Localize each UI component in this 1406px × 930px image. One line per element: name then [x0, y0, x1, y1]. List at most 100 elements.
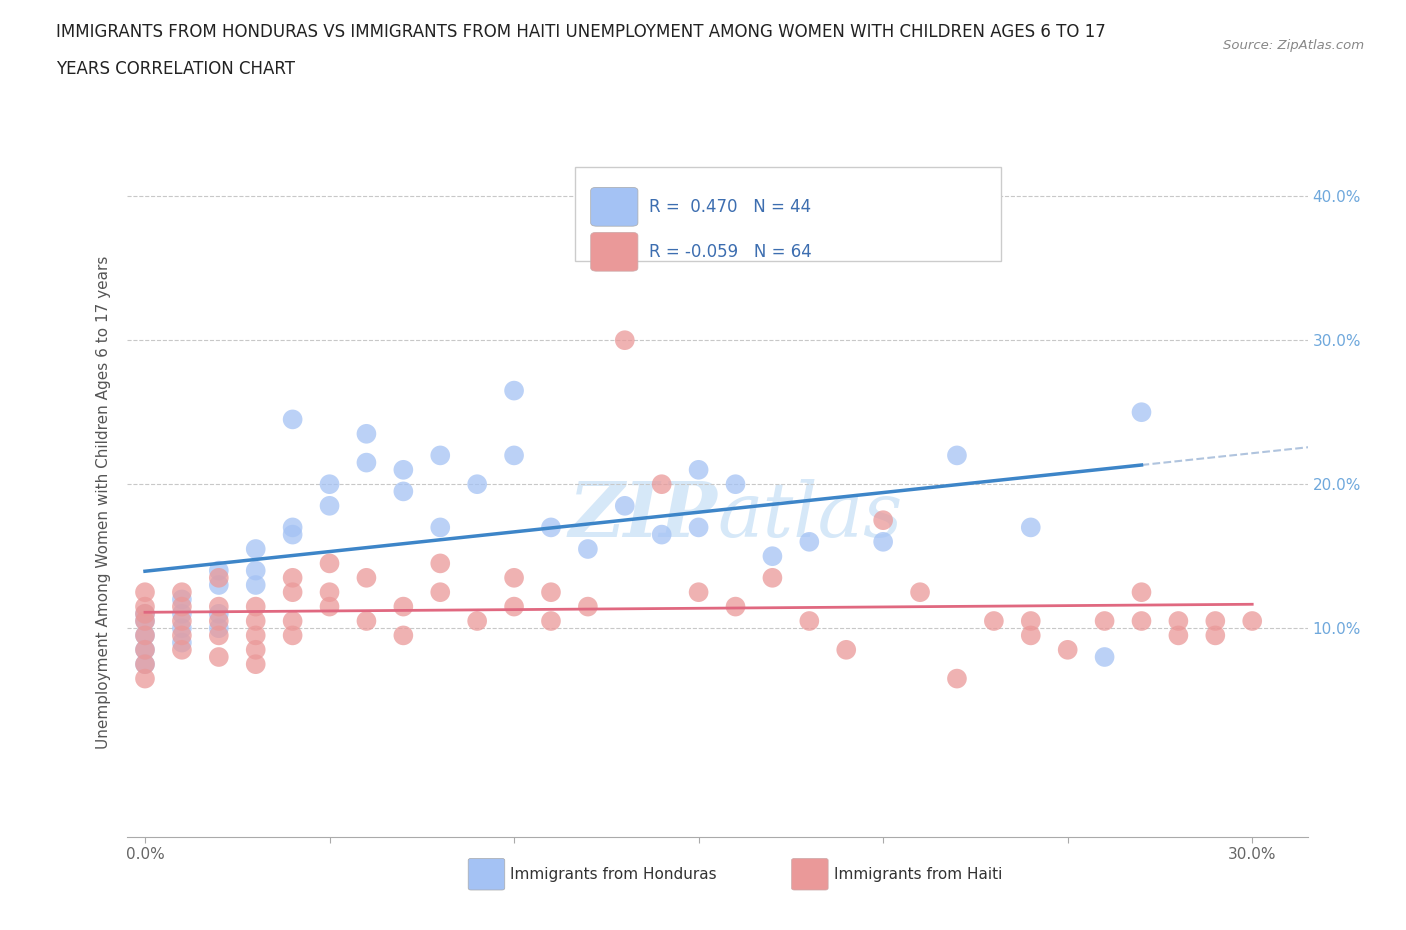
Point — [1167, 614, 1189, 629]
Point — [245, 599, 267, 614]
Point — [318, 585, 340, 600]
Point — [946, 671, 969, 686]
Point — [688, 462, 710, 477]
Point — [872, 512, 894, 527]
Point — [134, 606, 156, 621]
Point — [1056, 643, 1078, 658]
Point — [1094, 649, 1116, 664]
Point — [170, 585, 193, 600]
Point — [465, 477, 488, 492]
Point — [392, 484, 415, 498]
Point — [134, 614, 156, 629]
Point — [170, 599, 193, 614]
Point — [983, 614, 1005, 629]
Point — [245, 657, 267, 671]
Point — [318, 556, 340, 571]
Point — [134, 643, 156, 658]
Point — [465, 614, 488, 629]
Text: YEARS CORRELATION CHART: YEARS CORRELATION CHART — [56, 60, 295, 78]
Point — [392, 462, 415, 477]
Text: Source: ZipAtlas.com: Source: ZipAtlas.com — [1223, 39, 1364, 52]
Point — [281, 585, 304, 600]
Point — [281, 570, 304, 585]
Point — [613, 333, 636, 348]
Point — [1130, 614, 1153, 629]
Point — [503, 448, 526, 463]
Point — [208, 614, 231, 629]
Point — [134, 628, 156, 643]
Point — [208, 628, 231, 643]
Point — [1241, 614, 1264, 629]
Point — [281, 520, 304, 535]
Point — [208, 564, 231, 578]
Point — [761, 570, 783, 585]
Point — [872, 535, 894, 550]
FancyBboxPatch shape — [591, 232, 638, 272]
Point — [503, 570, 526, 585]
Point — [1019, 614, 1042, 629]
Point — [1204, 614, 1226, 629]
Point — [281, 527, 304, 542]
Point — [946, 448, 969, 463]
Point — [245, 578, 267, 592]
Point — [761, 549, 783, 564]
Point — [245, 541, 267, 556]
Point — [392, 599, 415, 614]
Point — [540, 614, 562, 629]
Point — [1130, 405, 1153, 419]
Point — [134, 614, 156, 629]
Point — [908, 585, 931, 600]
Point — [134, 657, 156, 671]
Point — [170, 620, 193, 635]
Point — [318, 477, 340, 492]
Point — [503, 383, 526, 398]
Point — [208, 620, 231, 635]
FancyBboxPatch shape — [468, 858, 505, 890]
Point — [356, 455, 378, 470]
Point — [245, 628, 267, 643]
Point — [134, 643, 156, 658]
Point — [134, 606, 156, 621]
Point — [245, 564, 267, 578]
Point — [540, 520, 562, 535]
Point — [1204, 628, 1226, 643]
Point — [170, 635, 193, 650]
Point — [170, 643, 193, 658]
Point — [429, 556, 451, 571]
Point — [281, 412, 304, 427]
Point — [170, 614, 193, 629]
Point — [134, 671, 156, 686]
Point — [208, 578, 231, 592]
Point — [170, 606, 193, 621]
Point — [134, 599, 156, 614]
Text: Immigrants from Honduras: Immigrants from Honduras — [510, 867, 717, 882]
Point — [356, 570, 378, 585]
Point — [208, 606, 231, 621]
Point — [170, 592, 193, 607]
Point — [799, 614, 821, 629]
Point — [1019, 520, 1042, 535]
Text: atlas: atlas — [717, 479, 903, 552]
Point — [134, 585, 156, 600]
Text: Immigrants from Haiti: Immigrants from Haiti — [834, 867, 1002, 882]
Point — [576, 541, 599, 556]
Point — [318, 599, 340, 614]
Point — [245, 614, 267, 629]
Point — [651, 477, 673, 492]
Point — [208, 599, 231, 614]
FancyBboxPatch shape — [591, 187, 638, 226]
Point — [576, 599, 599, 614]
Point — [356, 614, 378, 629]
Point — [281, 614, 304, 629]
Point — [429, 585, 451, 600]
Point — [170, 628, 193, 643]
Point — [429, 520, 451, 535]
Point — [134, 657, 156, 671]
Point — [1167, 628, 1189, 643]
Point — [688, 585, 710, 600]
Point — [835, 643, 858, 658]
Point — [613, 498, 636, 513]
Point — [281, 628, 304, 643]
Text: R = -0.059   N = 64: R = -0.059 N = 64 — [648, 243, 811, 260]
Point — [356, 426, 378, 441]
